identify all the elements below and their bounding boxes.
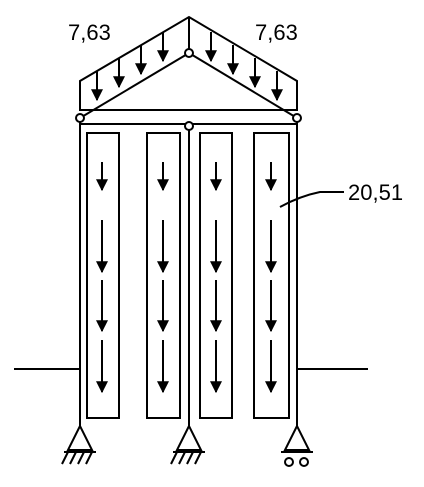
hinge (75, 113, 85, 123)
hinge (184, 48, 194, 58)
wall-arrows (96, 162, 277, 394)
wall-load-rect (253, 132, 290, 419)
pin-support-middle (170, 423, 205, 465)
wall-load-rect (199, 132, 233, 419)
roof-load-label-left: 7,63 (68, 20, 111, 45)
wall-load-rect (146, 132, 181, 419)
hinge (292, 113, 302, 123)
wall-load-label: 20,51 (348, 180, 403, 205)
hinge (184, 121, 194, 131)
roof-load-diagram (79, 15, 298, 111)
roller-support-right (281, 423, 313, 467)
pin-support-left (61, 423, 96, 465)
roof-line (188, 52, 298, 119)
wall-load-rect (86, 132, 120, 419)
label-leader (279, 191, 344, 208)
roof-load-label-right: 7,63 (255, 20, 298, 45)
roof-arrows-right (205, 32, 283, 102)
roof-line (79, 52, 190, 119)
roof-arrows-left (91, 32, 169, 102)
